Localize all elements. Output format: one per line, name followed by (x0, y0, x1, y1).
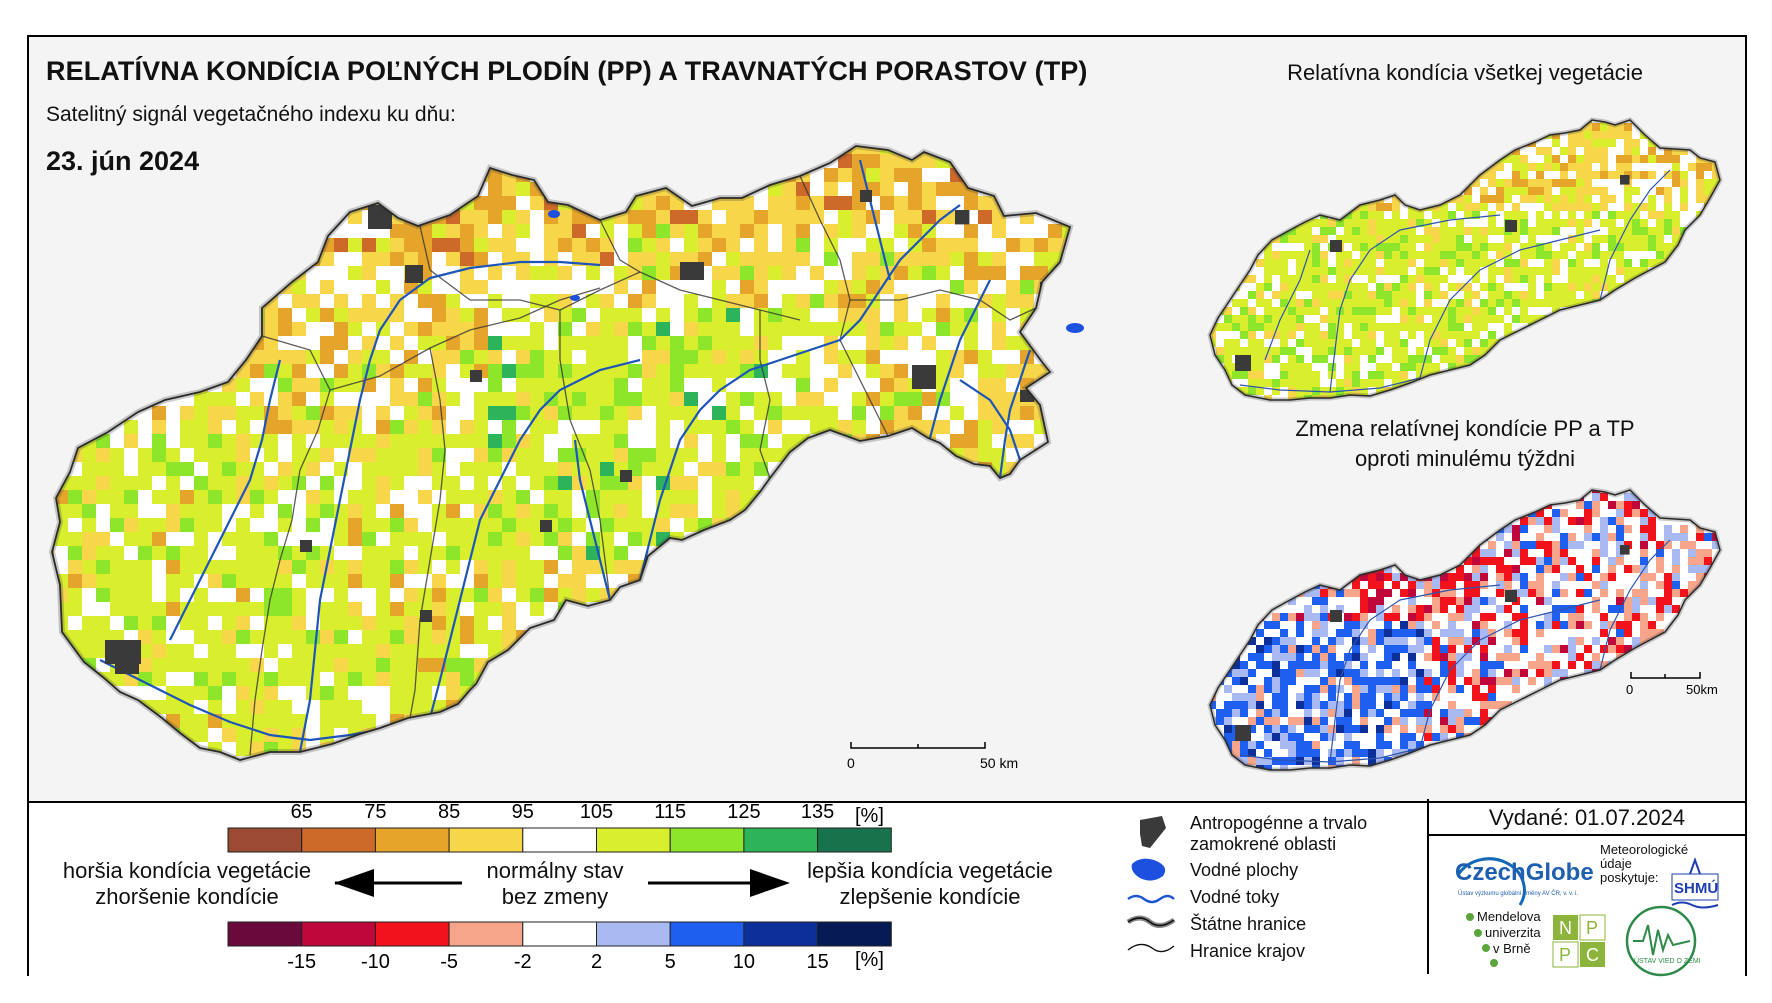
condition-color-5 (596, 827, 671, 853)
condition-color-1 (301, 827, 376, 853)
main-map-region-borders (249, 175, 1037, 756)
inset-change-title-line2: oproti minulému týždni (1354, 446, 1576, 471)
condition-color-7 (743, 827, 819, 853)
legend-water-bodies-label: Vodné plochy (1190, 860, 1299, 880)
inset-scalebar-end: 50km (1686, 682, 1718, 697)
inset-all-vegetation-title: Relatívna kondícia všetkej vegetácie (1287, 60, 1643, 85)
change-color-4 (522, 921, 597, 947)
mendel-line3: v Brně (1493, 941, 1531, 956)
worse-label-line2: zhoršenie kondície (95, 884, 279, 909)
map-date: 23. jún 2024 (46, 146, 200, 176)
change-color-7 (743, 921, 819, 947)
condition-color-0 (227, 827, 303, 853)
change-unit: [%] (855, 949, 884, 971)
condition-tick-4: 105 (580, 801, 613, 823)
inset-top-urban-areas (1235, 175, 1630, 371)
meteo-provider-line3: poskytuje: (1600, 870, 1659, 885)
main-scalebar (850, 742, 986, 749)
mendel-line1: Mendelova (1477, 909, 1541, 924)
region-border-symbol-icon (1127, 943, 1175, 953)
change-color-1 (301, 921, 376, 947)
legend-region-border-label: Hranice krajov (1190, 941, 1306, 961)
inset-top-rivers (1239, 169, 1671, 393)
legend-urban-label: Antropogénne a trvalo zamokrené oblasti (1190, 813, 1368, 854)
change-color-5 (596, 921, 671, 947)
czechglobe-logo: CzechGlobe Ústav výzkumu globální změny … (1455, 857, 1594, 906)
normal-label-line1: normálny stav (486, 858, 624, 883)
inset-bottom-urban-areas (1235, 545, 1630, 741)
change-tick-0: -15 (287, 951, 316, 973)
normal-label-line2: bez zmeny (501, 884, 609, 909)
condition-colorbar (227, 827, 892, 853)
inset-change-title-line1: Zmena relatívnej kondície PP a TP (1295, 416, 1635, 441)
main-map-condition-cells (52, 146, 1070, 760)
issued-panel-divider (1427, 799, 1429, 974)
change-tick-labels: -15 -10 -5 -2 2 5 10 15 (287, 951, 828, 973)
condition-tick-6: 125 (727, 801, 760, 823)
change-tick-6: 10 (733, 951, 755, 973)
change-tick-3: -2 (514, 951, 532, 973)
main-map-rivers (99, 159, 1032, 753)
main-map-water-bodies (548, 210, 1084, 333)
inset-bottom-rivers (1239, 539, 1671, 763)
condition-color-8 (817, 827, 892, 853)
change-color-6 (669, 921, 745, 947)
change-colorbar (227, 921, 892, 947)
condition-color-3 (448, 827, 524, 853)
issued-underline (1427, 834, 1745, 836)
condition-tick-1: 75 (364, 801, 386, 823)
condition-tick-7: 135 (801, 801, 834, 823)
meteo-provider-line2: údaje (1600, 856, 1632, 871)
condition-tick-5: 115 (654, 801, 686, 823)
main-scalebar-start: 0 (847, 755, 855, 771)
condition-tick-0: 65 (291, 801, 313, 823)
inset-scalebar-start: 0 (1626, 682, 1633, 697)
map-subtitle: Satelitný signál vegetačného indexu ku d… (46, 103, 456, 126)
change-color-2 (374, 921, 450, 947)
condition-color-2 (374, 827, 450, 853)
worse-arrow-icon (334, 869, 462, 897)
better-label-line1: lepšia kondícia vegetácie (807, 858, 1053, 883)
condition-tick-labels: 65 75 85 95 105 115 125 135 (291, 801, 835, 823)
condition-color-6 (669, 827, 745, 853)
shmu-logo: SHMÚ (1671, 857, 1719, 909)
change-tick-2: -5 (440, 951, 458, 973)
river-symbol-icon (1127, 894, 1175, 904)
legend-rivers-label: Vodné toky (1190, 887, 1280, 907)
water-body-symbol-icon (1131, 858, 1166, 881)
issued-date: Vydané: 01.07.2024 (1488, 805, 1686, 830)
change-color-3 (448, 921, 524, 947)
main-scalebar-end: 50 km (980, 755, 1018, 771)
meteo-provider-line1: Meteorologické (1600, 842, 1689, 857)
inset-scalebar (1630, 672, 1701, 679)
change-tick-4: 2 (591, 951, 602, 973)
worse-label-line1: horšia kondícia vegetácie (62, 858, 312, 883)
condition-color-4 (522, 827, 597, 853)
mendel-university-logo (1466, 913, 1498, 967)
change-tick-5: 5 (665, 951, 676, 973)
map-title: RELATÍVNA KONDÍCIA POĽNÝCH PLODÍN (PP) A… (46, 56, 1088, 86)
state-border-symbol-icon (1126, 915, 1176, 928)
change-color-0 (227, 921, 303, 947)
condition-tick-3: 95 (512, 801, 534, 823)
legend-state-border-label: Štátne hranice (1190, 914, 1307, 934)
better-arrow-icon (648, 869, 790, 897)
main-map-urban-areas (105, 190, 1058, 674)
mendel-line2: univerzita (1485, 925, 1541, 940)
earth-science-institute-logo: ÚSTAV VIED O ZEMI (1625, 905, 1701, 977)
urban-symbol-icon (1140, 816, 1166, 848)
change-tick-1: -10 (361, 951, 390, 973)
change-color-8 (817, 921, 892, 947)
change-tick-7: 15 (806, 951, 828, 973)
better-label-line2: zlepšenie kondície (839, 884, 1021, 909)
condition-unit: [%] (855, 805, 884, 827)
condition-tick-2: 85 (438, 801, 460, 823)
nppc-logo: N P P C (1552, 914, 1606, 968)
